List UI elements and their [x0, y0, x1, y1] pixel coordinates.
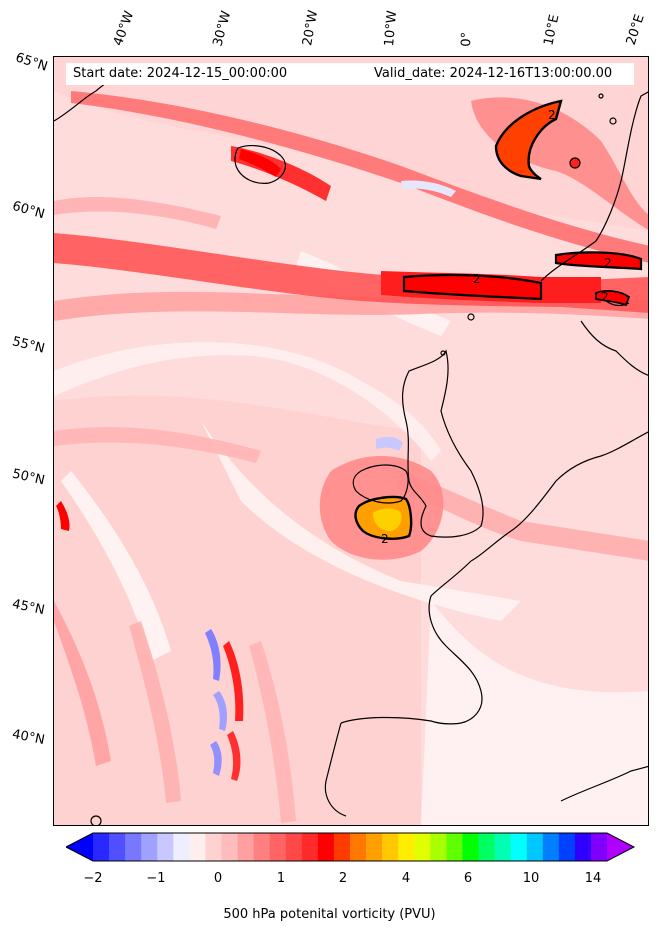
colorbar-tick: −2 [83, 871, 103, 886]
potential-vorticity-map: 2 2 2 2 2 [54, 57, 648, 825]
colorbar-tick: 4 [401, 871, 411, 886]
colorbar-cell [141, 833, 158, 861]
colorbar-extend-min [66, 833, 93, 861]
colorbar-cell [398, 833, 415, 861]
colorbar-cell [510, 833, 528, 861]
info-bar [66, 63, 634, 85]
colorbar-cell [301, 833, 319, 861]
valid-date-label: Valid_date: 2024-12-16T13:00:00.00 [374, 66, 613, 81]
lon-label-20w: 20°W [300, 9, 322, 48]
svg-text:2: 2 [604, 256, 612, 270]
colorbar-tick: 0 [213, 871, 223, 886]
colorbar-tick: 10 [522, 871, 540, 886]
colorbar-cell [414, 833, 431, 861]
colorbar-cell [317, 833, 335, 861]
lat-label-45n: 45°N [10, 596, 46, 619]
colorbar-cell [173, 833, 190, 861]
colorbar-tick: 2 [338, 871, 348, 886]
lon-label-10w: 10°W [382, 9, 401, 47]
lat-label-65n: 65°N [13, 50, 50, 75]
lon-label-10e: 10°E [541, 13, 563, 48]
colorbar-cell [333, 833, 351, 861]
lat-label-50n: 50°N [10, 466, 47, 489]
colorbar-cell [253, 833, 271, 861]
colorbar-cell [430, 833, 447, 861]
colorbar-cell [221, 833, 239, 861]
colorbar-cell [237, 833, 255, 861]
colorbar-extend-max [607, 833, 634, 861]
colorbar-tick: 1 [276, 871, 286, 886]
lon-label-40w: 40°W [110, 9, 138, 48]
colorbar-cell [285, 833, 303, 861]
colorbar [66, 832, 636, 862]
colorbar-cell [558, 833, 576, 861]
svg-text:2: 2 [548, 108, 556, 122]
colorbar-tick: −1 [146, 871, 166, 886]
colorbar-cell [462, 833, 479, 861]
colorbar-cell [478, 833, 496, 861]
colorbar-outline [66, 832, 636, 862]
svg-text:2: 2 [473, 272, 481, 286]
lat-label-60n: 60°N [10, 198, 47, 223]
lat-label-55n: 55°N [10, 334, 47, 357]
colorbar-cell [109, 833, 126, 861]
colorbar-cell [526, 833, 544, 861]
start-date-label: Start date: 2024-12-15_00:00:00 [73, 66, 288, 81]
colorbar-cell [125, 833, 142, 861]
colorbar-cell [494, 833, 512, 861]
colorbar-cell [350, 833, 367, 861]
colorbar-cell [542, 833, 560, 861]
colorbar-cell [446, 833, 463, 861]
lon-label-20e: 20°E [623, 12, 648, 48]
svg-text:2: 2 [601, 290, 609, 304]
colorbar-label: 500 hPa potenital vorticity (PVU) [223, 907, 436, 922]
svg-text:2: 2 [381, 532, 389, 546]
map-panel: 2 2 2 2 2 [53, 56, 649, 826]
colorbar-cell [93, 833, 110, 861]
colorbar-cell [157, 833, 174, 861]
lon-label-30w: 30°W [210, 9, 235, 48]
colorbar-cell [382, 833, 399, 861]
lon-label-0: 0° [459, 31, 475, 47]
colorbar-cell [269, 833, 287, 861]
lat-label-40n: 40°N [10, 727, 46, 748]
colorbar-cell [366, 833, 383, 861]
colorbar-cell [205, 833, 222, 861]
colorbar-tick: 14 [584, 871, 602, 886]
colorbar-tick: 6 [463, 871, 473, 886]
colorbar-cell [590, 833, 608, 861]
colorbar-cell [574, 833, 592, 861]
colorbar-cell [189, 833, 206, 861]
